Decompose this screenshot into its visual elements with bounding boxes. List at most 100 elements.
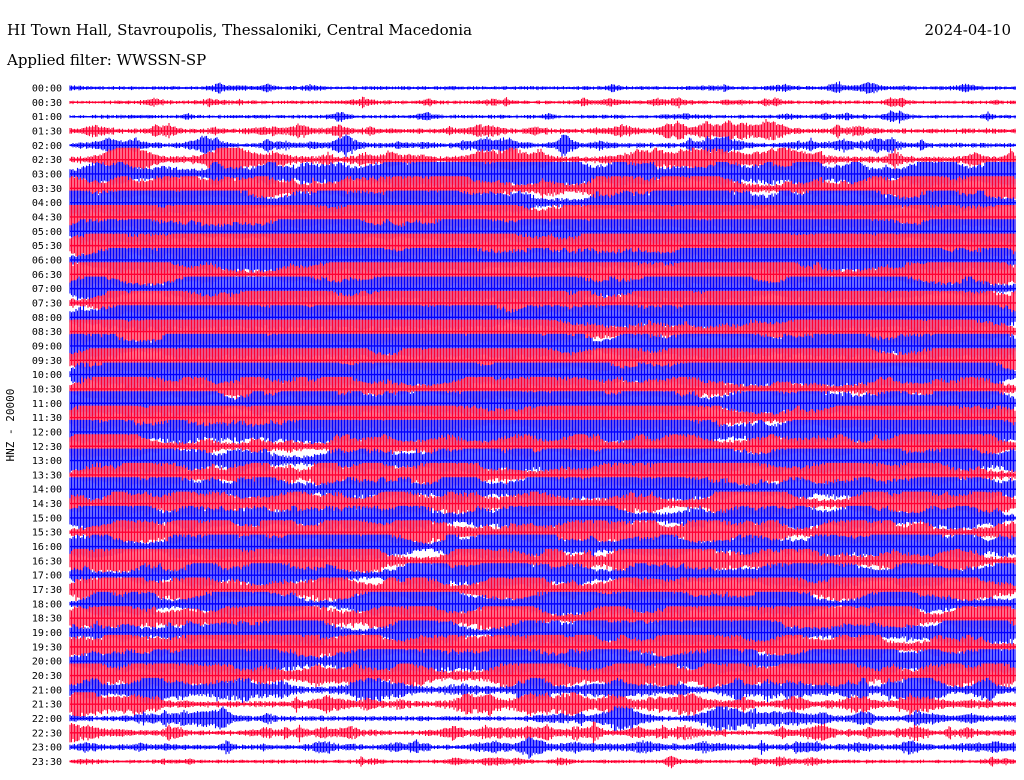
trace-line <box>69 81 1016 94</box>
trace-line <box>69 134 1016 158</box>
trace-line <box>69 147 1016 174</box>
row-tick-label: 06:30 <box>32 270 62 281</box>
trace-line <box>69 606 1016 633</box>
row-tick-label: 07:30 <box>32 298 62 309</box>
trace-line <box>69 348 1016 375</box>
row-tick-label: 22:00 <box>32 714 62 725</box>
row-tick-label: 20:30 <box>32 671 62 682</box>
trace-line <box>69 110 1016 124</box>
row-tick-label: 19:00 <box>32 628 62 639</box>
row-tick-label: 21:30 <box>32 700 62 711</box>
trace-line <box>69 391 1016 418</box>
row-tick-label: 08:30 <box>32 327 62 338</box>
trace-line <box>69 706 1016 733</box>
tick-labels-group: 00:00 00:30 01:00 01:30 02:00 02:30 03:00 03:30… <box>32 84 62 769</box>
row-tick-label: 04:00 <box>32 198 62 209</box>
trace-line <box>69 248 1016 275</box>
trace-line <box>69 190 1016 217</box>
filter-label: Applied filter: WWSSN-SP <box>7 51 207 69</box>
row-tick-label: 19:30 <box>32 642 62 653</box>
row-tick-label: 12:30 <box>32 442 62 453</box>
trace-line <box>69 162 1016 189</box>
trace-line <box>69 548 1016 576</box>
trace-line <box>69 577 1016 604</box>
row-tick-label: 11:30 <box>32 413 62 424</box>
row-tick-label: 02:30 <box>32 155 62 166</box>
trace-line <box>69 219 1016 246</box>
row-tick-label: 03:00 <box>32 169 62 180</box>
row-tick-label: 15:30 <box>32 528 62 539</box>
trace-line <box>69 305 1016 332</box>
trace-line <box>69 119 1016 142</box>
row-tick-label: 00:30 <box>32 98 62 109</box>
row-tick-label: 23:00 <box>32 743 62 754</box>
trace-line <box>69 736 1016 759</box>
row-tick-label: 07:00 <box>32 284 62 295</box>
row-tick-label: 05:00 <box>32 227 62 238</box>
row-tick-label: 17:00 <box>32 571 62 582</box>
trace-line <box>69 649 1016 676</box>
trace-line <box>69 362 1016 389</box>
row-tick-label: 15:00 <box>32 513 62 524</box>
trace-line <box>69 419 1016 447</box>
row-tick-label: 17:30 <box>32 585 62 596</box>
trace-line <box>69 505 1016 533</box>
trace-line <box>69 663 1016 690</box>
row-tick-label: 18:30 <box>32 614 62 625</box>
page-title: HI Town Hall, Stavroupolis, Thessaloniki… <box>7 21 473 39</box>
row-tick-label: 08:00 <box>32 313 62 324</box>
trace-line <box>69 563 1016 590</box>
trace-line <box>69 462 1016 490</box>
trace-line <box>69 205 1016 232</box>
trace-line <box>69 405 1016 432</box>
row-tick-label: 16:00 <box>32 542 62 553</box>
trace-line <box>69 290 1016 318</box>
trace-line <box>69 233 1016 260</box>
trace-line <box>69 520 1016 547</box>
trace-line <box>69 434 1016 461</box>
trace-line <box>69 534 1016 561</box>
row-tick-label: 01:30 <box>32 126 62 137</box>
row-tick-label: 10:30 <box>32 384 62 395</box>
trace-line <box>69 591 1016 619</box>
row-tick-label: 18:00 <box>32 599 62 610</box>
traces-group <box>69 81 1016 769</box>
row-tick-label: 11:00 <box>32 399 62 410</box>
trace-line <box>69 721 1016 747</box>
row-tick-label: 09:30 <box>32 356 62 367</box>
row-tick-label: 16:30 <box>32 556 62 567</box>
trace-line <box>69 491 1016 518</box>
trace-line <box>69 634 1016 662</box>
row-tick-label: 23:30 <box>32 757 62 768</box>
row-tick-label: 03:30 <box>32 184 62 195</box>
row-tick-label: 22:30 <box>32 728 62 739</box>
row-tick-label: 20:00 <box>32 657 62 668</box>
trace-line <box>69 620 1016 647</box>
row-tick-label: 01:00 <box>32 112 62 123</box>
trace-line <box>69 755 1016 769</box>
date-label: 2024-04-10 <box>924 21 1011 39</box>
row-tick-label: 10:00 <box>32 370 62 381</box>
trace-line <box>69 448 1016 475</box>
trace-line <box>69 477 1016 504</box>
row-tick-label: 12:00 <box>32 427 62 438</box>
trace-line <box>69 319 1016 346</box>
trace-line <box>69 262 1016 289</box>
row-tick-label: 13:00 <box>32 456 62 467</box>
row-tick-label: 04:30 <box>32 212 62 223</box>
row-tick-label: 05:30 <box>32 241 62 252</box>
row-tick-label: 14:30 <box>32 499 62 510</box>
row-tick-label: 09:00 <box>32 341 62 352</box>
row-tick-label: 14:00 <box>32 485 62 496</box>
trace-line <box>69 276 1016 303</box>
row-tick-label: 00:00 <box>32 84 62 95</box>
trace-line <box>69 692 1016 718</box>
trace-line <box>69 677 1016 705</box>
row-tick-label: 02:00 <box>32 141 62 152</box>
row-tick-label: 13:30 <box>32 470 62 481</box>
trace-line <box>69 176 1016 203</box>
row-tick-label: 06:00 <box>32 255 62 266</box>
trace-line <box>69 376 1016 404</box>
trace-line <box>69 333 1016 361</box>
